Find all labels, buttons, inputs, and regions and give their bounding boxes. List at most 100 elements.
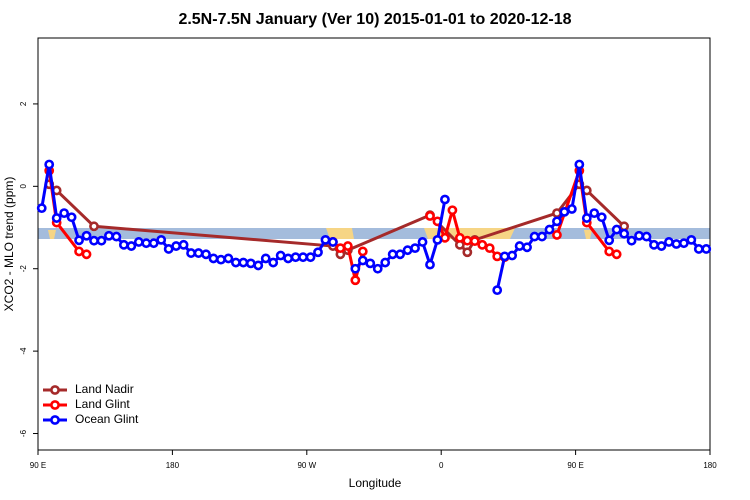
data-point	[133, 237, 144, 247]
data-point	[462, 247, 473, 258]
chart-title: 2.5N-7.5N January (Ver 10) 2015-01-01 to…	[178, 11, 571, 28]
y-tick-label: -6	[19, 429, 28, 437]
data-point	[253, 260, 264, 271]
data-point	[425, 211, 435, 221]
data-point	[664, 237, 674, 247]
data-point	[357, 255, 368, 266]
data-point	[507, 250, 518, 261]
data-point	[477, 239, 488, 250]
data-point	[223, 253, 234, 264]
data-point	[372, 263, 383, 274]
data-point	[447, 205, 458, 216]
data-point	[328, 237, 338, 247]
data-point	[552, 208, 562, 218]
legend-label: Land Glint	[75, 397, 130, 411]
data-point	[283, 253, 294, 264]
data-point	[514, 241, 525, 251]
data-point	[529, 231, 540, 242]
legend-label: Ocean Glint	[75, 412, 139, 426]
legend-marker	[50, 415, 60, 425]
data-point	[402, 245, 413, 256]
data-point	[492, 251, 503, 262]
x-tick-label: 90 W	[297, 461, 316, 470]
data-point	[634, 230, 644, 241]
data-point	[313, 247, 323, 258]
data-point	[604, 235, 615, 246]
data-point	[552, 216, 562, 227]
data-point	[589, 208, 600, 218]
data-point	[581, 213, 592, 223]
data-point	[74, 235, 84, 246]
data-point	[365, 258, 376, 269]
data-point	[552, 230, 562, 240]
data-point	[380, 257, 391, 268]
x-tick-label: 90 E	[567, 461, 583, 470]
data-point	[51, 213, 62, 223]
data-point	[410, 243, 420, 254]
data-point	[604, 246, 615, 257]
land-shape	[326, 228, 354, 239]
series-line	[495, 162, 707, 291]
data-point	[350, 263, 361, 274]
data-point	[44, 159, 55, 170]
data-point	[678, 238, 689, 249]
ocean-strip	[38, 228, 710, 239]
data-point	[245, 258, 256, 269]
data-point	[484, 243, 495, 254]
data-point	[89, 221, 99, 232]
data-point	[641, 231, 652, 242]
data-point	[559, 206, 570, 217]
data-point	[59, 208, 70, 218]
data-point	[395, 249, 406, 260]
data-point	[574, 159, 585, 170]
data-point	[163, 244, 174, 254]
data-point	[238, 257, 249, 268]
data-point	[626, 235, 637, 246]
data-point	[156, 234, 167, 245]
data-point	[454, 232, 465, 243]
x-tick-label: 180	[166, 461, 180, 470]
data-point	[104, 230, 114, 241]
data-point	[186, 248, 196, 258]
data-point	[74, 246, 84, 257]
data-point	[425, 259, 435, 270]
x-tick-label: 180	[703, 461, 717, 470]
data-point	[298, 252, 308, 263]
x-tick-label: 90 E	[30, 461, 46, 470]
data-point	[81, 230, 92, 241]
data-point	[537, 231, 547, 242]
data-point	[686, 234, 697, 245]
data-point	[611, 249, 622, 260]
data-point	[611, 224, 622, 235]
data-point	[320, 234, 331, 245]
data-point	[96, 235, 107, 246]
legend-marker	[50, 385, 60, 395]
data-point	[171, 241, 182, 251]
data-point	[387, 249, 398, 260]
y-tick-label: 0	[19, 184, 28, 189]
data-point	[268, 257, 279, 268]
data-point	[208, 253, 219, 264]
data-point	[357, 246, 368, 257]
data-point	[141, 238, 152, 249]
data-point	[342, 241, 353, 251]
data-point	[656, 241, 667, 251]
x-axis-label: Longitude	[349, 476, 402, 490]
legend-marker	[50, 400, 60, 410]
data-point	[499, 251, 510, 262]
y-tick-label: -2	[19, 265, 28, 273]
y-axis-label: XCO2 - MLO trend (ppm)	[2, 177, 16, 312]
data-point	[201, 249, 211, 260]
data-point	[432, 234, 443, 245]
y-tick-label: 2	[19, 101, 28, 106]
data-point	[492, 285, 503, 296]
land-shape	[584, 230, 592, 239]
data-point	[469, 236, 480, 247]
data-point	[335, 243, 346, 254]
data-point	[66, 212, 77, 223]
data-point	[522, 242, 532, 253]
data-point	[566, 204, 577, 214]
